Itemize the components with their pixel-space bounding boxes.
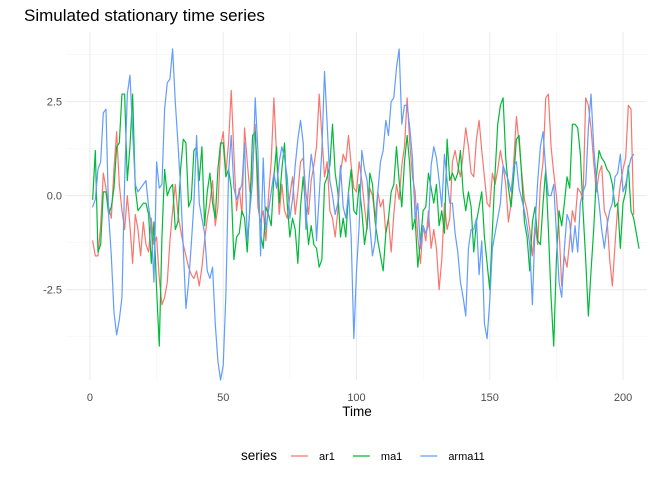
y-tick-label: 0.0 bbox=[47, 191, 62, 203]
y-tick-label: -2.5 bbox=[43, 285, 62, 297]
legend: series ar1 ma1 arma11 bbox=[241, 448, 485, 463]
x-axis-title: Time bbox=[342, 404, 372, 419]
legend-label-arma11: arma11 bbox=[448, 451, 484, 463]
legend-title: series bbox=[241, 448, 277, 463]
x-tick-label: 50 bbox=[217, 392, 229, 404]
series-line-arma11 bbox=[92, 48, 635, 381]
plot-grid bbox=[66, 32, 647, 380]
series-line-ma1 bbox=[92, 93, 640, 347]
y-tick-label: 2.5 bbox=[47, 97, 62, 109]
series-lines bbox=[92, 48, 640, 381]
legend-label-ar1: ar1 bbox=[319, 451, 335, 463]
x-tick-label: 200 bbox=[614, 392, 632, 404]
chart-title: Simulated stationary time series bbox=[24, 6, 265, 25]
legend-label-ma1: ma1 bbox=[381, 451, 402, 463]
x-tick-label: 0 bbox=[87, 392, 93, 404]
x-tick-label: 150 bbox=[481, 392, 499, 404]
x-tick-label: 100 bbox=[347, 392, 365, 404]
x-axis-tick-labels: 0 50 100 150 200 bbox=[87, 392, 632, 404]
y-axis-tick-labels: -2.5 0.0 2.5 bbox=[43, 97, 62, 297]
